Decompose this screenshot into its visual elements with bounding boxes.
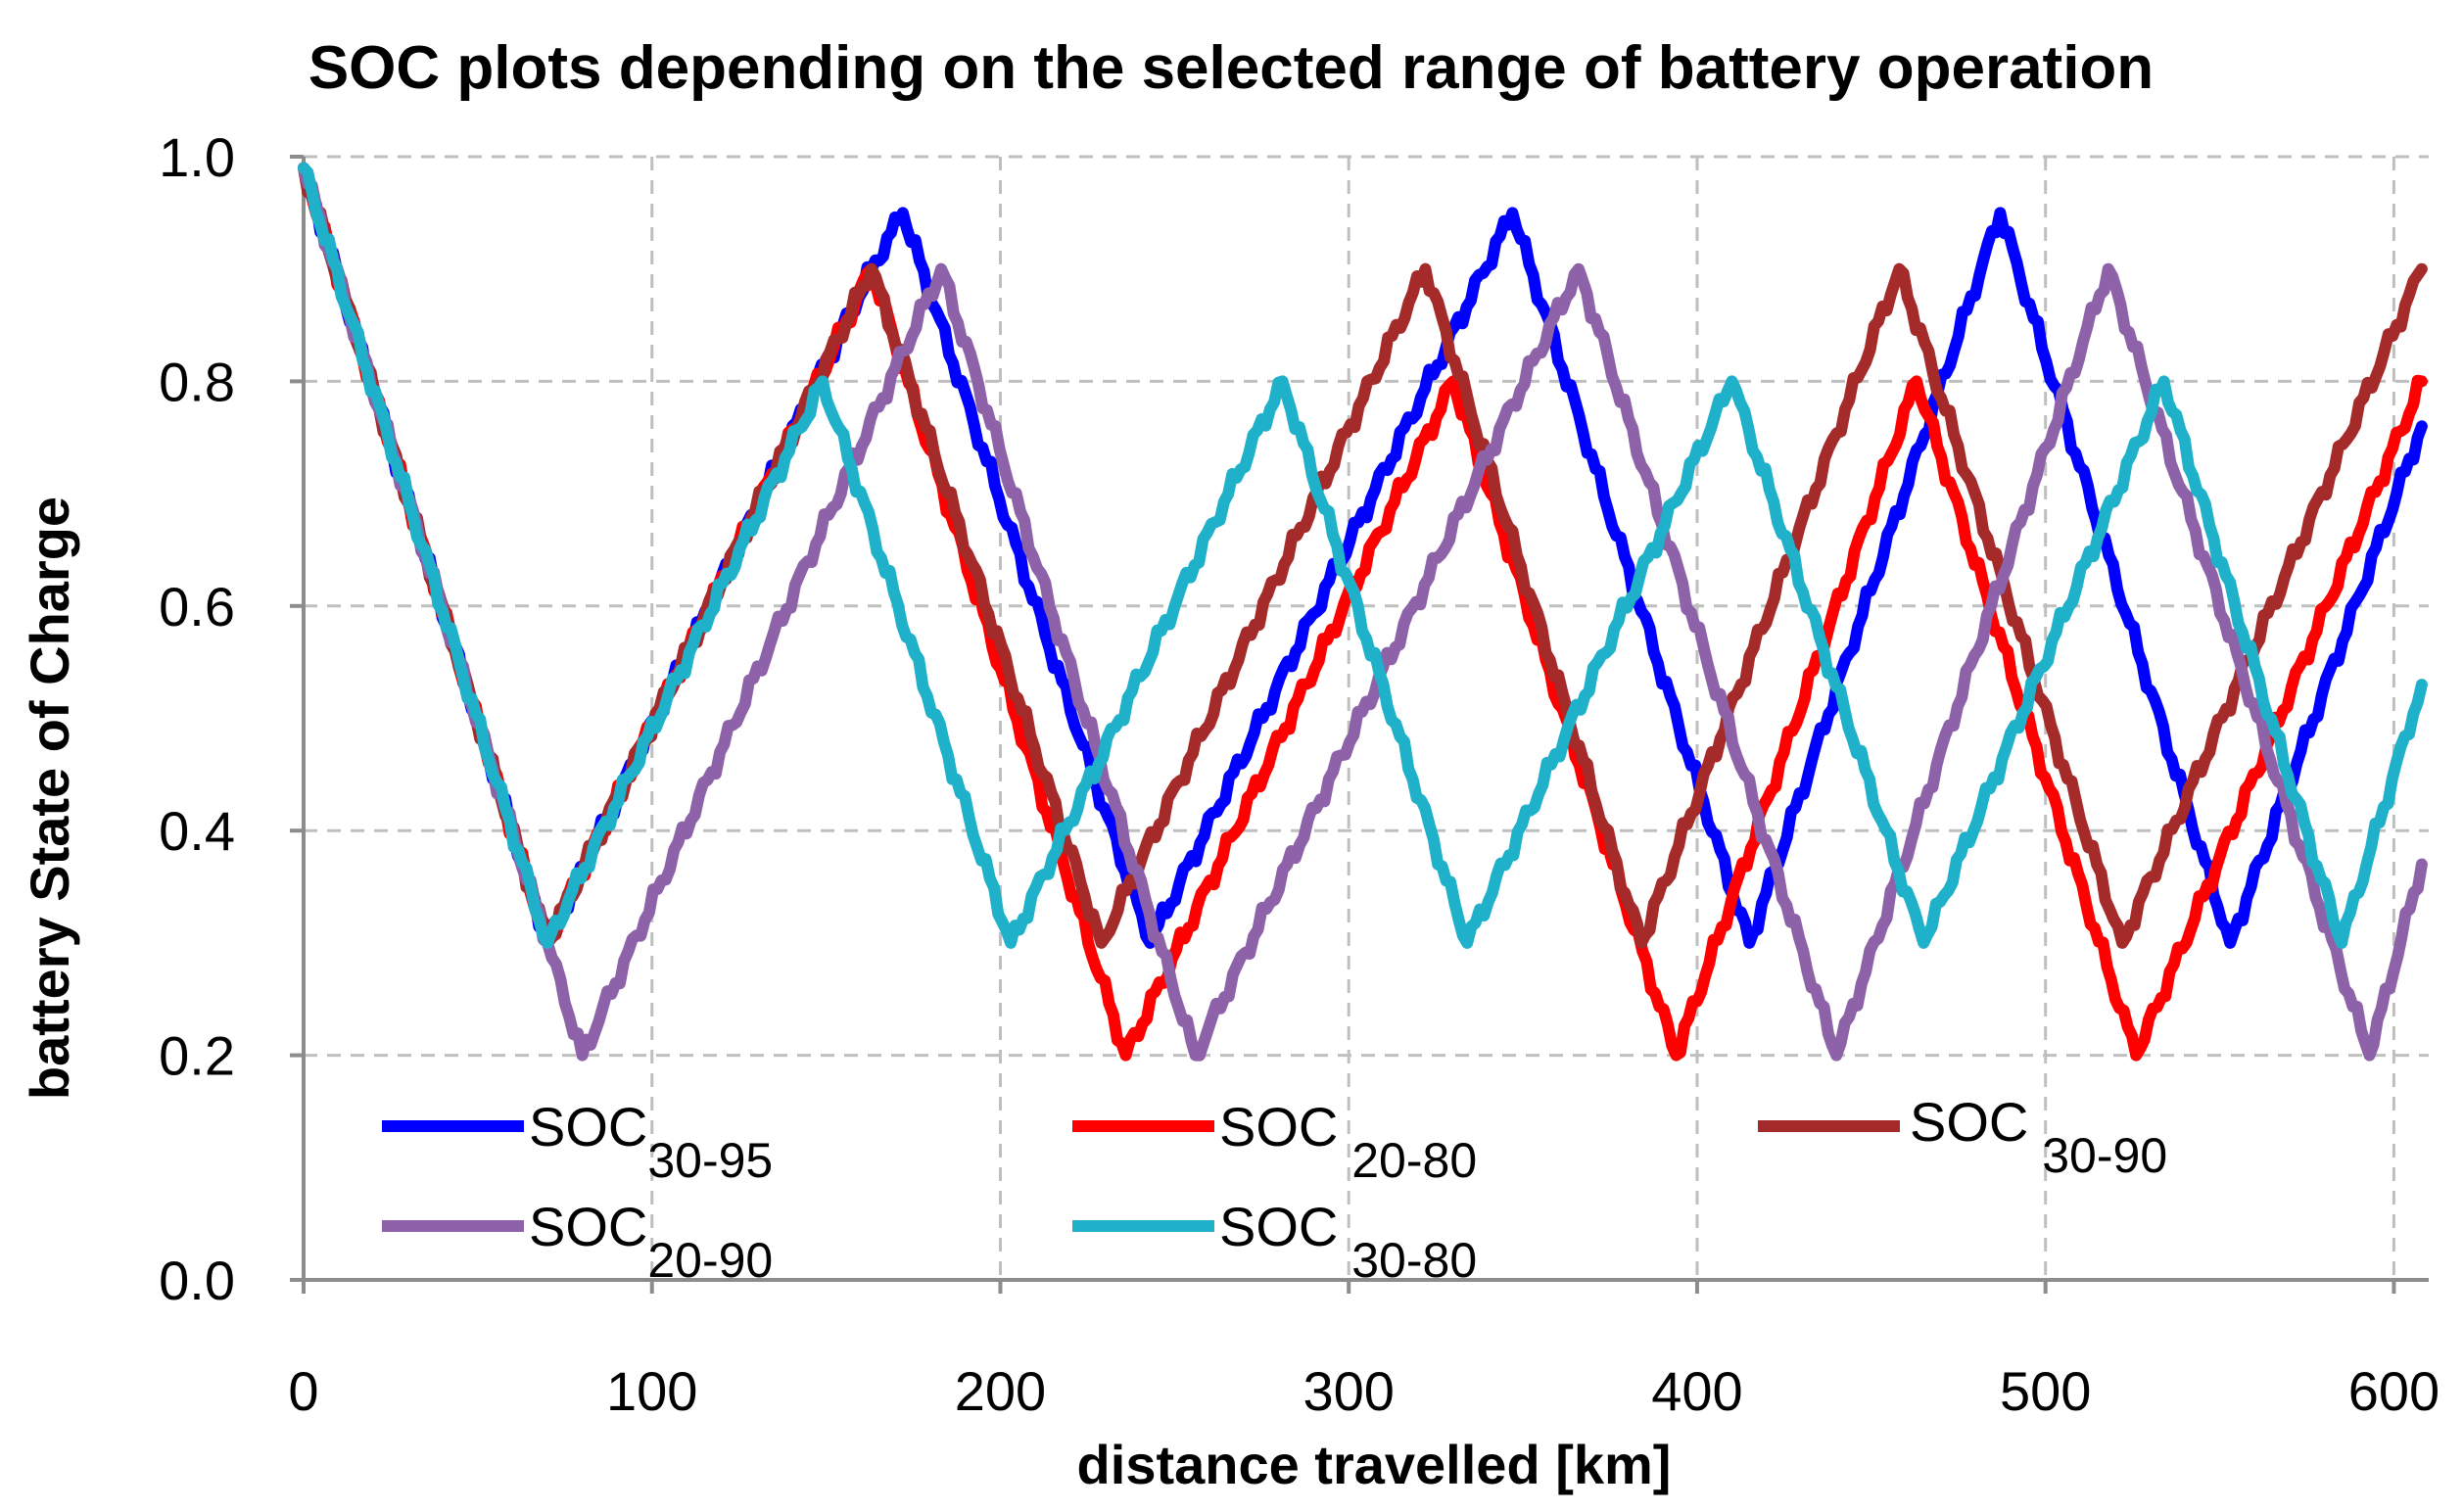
y-tick-label: 0.6 [159,576,235,638]
y-axis-title: battery State of Charge [19,496,80,1100]
x-tick-label: 400 [1651,1360,1742,1422]
tick-labels: 0.0 0.2 0.4 0.6 0.8 1.0 0 100 200 300 400 500 600 [159,126,2439,1422]
x-tick-label: 300 [1303,1360,1394,1422]
series-line-3 [298,162,2428,1062]
legend-label-1: SOC 20-80 [1219,1096,1477,1188]
series-lines [298,162,2428,1062]
chart-title: SOC plots depending on the selected rang… [308,34,2154,102]
legend-label-2: SOC 30-90 [1910,1091,2167,1183]
x-tick-label: 600 [2348,1360,2439,1422]
x-tick-label: 0 [288,1360,318,1422]
x-tick-label: 100 [606,1360,697,1422]
y-tick-label: 0.8 [159,351,235,412]
y-tick-label: 0.4 [159,800,235,862]
x-axis-title: distance travelled [km] [1077,1434,1672,1495]
gridlines [304,155,2429,1280]
series-line-4 [298,162,2428,949]
y-tick-label: 0.0 [159,1250,235,1311]
x-tick-label: 200 [955,1360,1046,1422]
legend-label-3: SOC20-90 [529,1196,773,1288]
axes [290,155,2429,1294]
legend-label-0: SOC30-95 [529,1096,773,1188]
legend-label-4: SOC 30-80 [1219,1196,1477,1288]
x-tick-label: 500 [2000,1360,2091,1422]
y-tick-label: 0.2 [159,1025,235,1087]
legend: SOC30-95 SOC 20-80 SOC 30-90 SOC20-90 SOC 30… [382,1091,2167,1288]
y-tick-label: 1.0 [159,126,235,188]
